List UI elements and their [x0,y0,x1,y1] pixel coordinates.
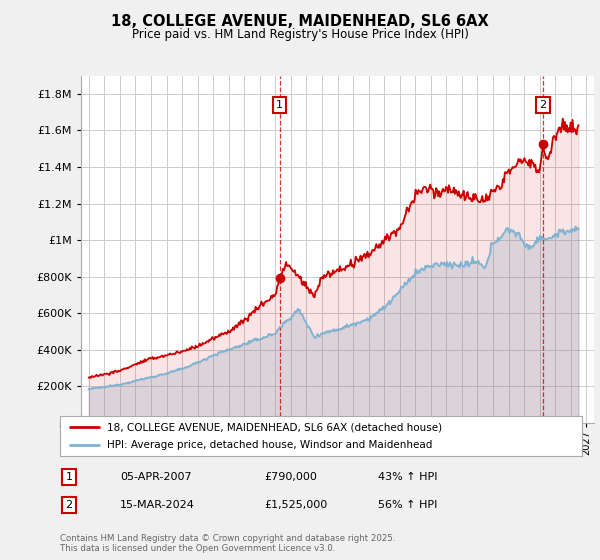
Text: £1,525,000: £1,525,000 [264,500,327,510]
Text: HPI: Average price, detached house, Windsor and Maidenhead: HPI: Average price, detached house, Wind… [107,440,433,450]
Text: 1: 1 [276,100,283,110]
Text: 1: 1 [65,472,73,482]
Text: 15-MAR-2024: 15-MAR-2024 [120,500,195,510]
Text: 43% ↑ HPI: 43% ↑ HPI [378,472,437,482]
Text: 05-APR-2007: 05-APR-2007 [120,472,191,482]
Text: 56% ↑ HPI: 56% ↑ HPI [378,500,437,510]
Text: 2: 2 [65,500,73,510]
Text: Contains HM Land Registry data © Crown copyright and database right 2025.
This d: Contains HM Land Registry data © Crown c… [60,534,395,553]
Text: 2: 2 [539,100,547,110]
Text: 18, COLLEGE AVENUE, MAIDENHEAD, SL6 6AX: 18, COLLEGE AVENUE, MAIDENHEAD, SL6 6AX [111,14,489,29]
Text: £790,000: £790,000 [264,472,317,482]
Text: 18, COLLEGE AVENUE, MAIDENHEAD, SL6 6AX (detached house): 18, COLLEGE AVENUE, MAIDENHEAD, SL6 6AX … [107,422,442,432]
Text: Price paid vs. HM Land Registry's House Price Index (HPI): Price paid vs. HM Land Registry's House … [131,28,469,41]
